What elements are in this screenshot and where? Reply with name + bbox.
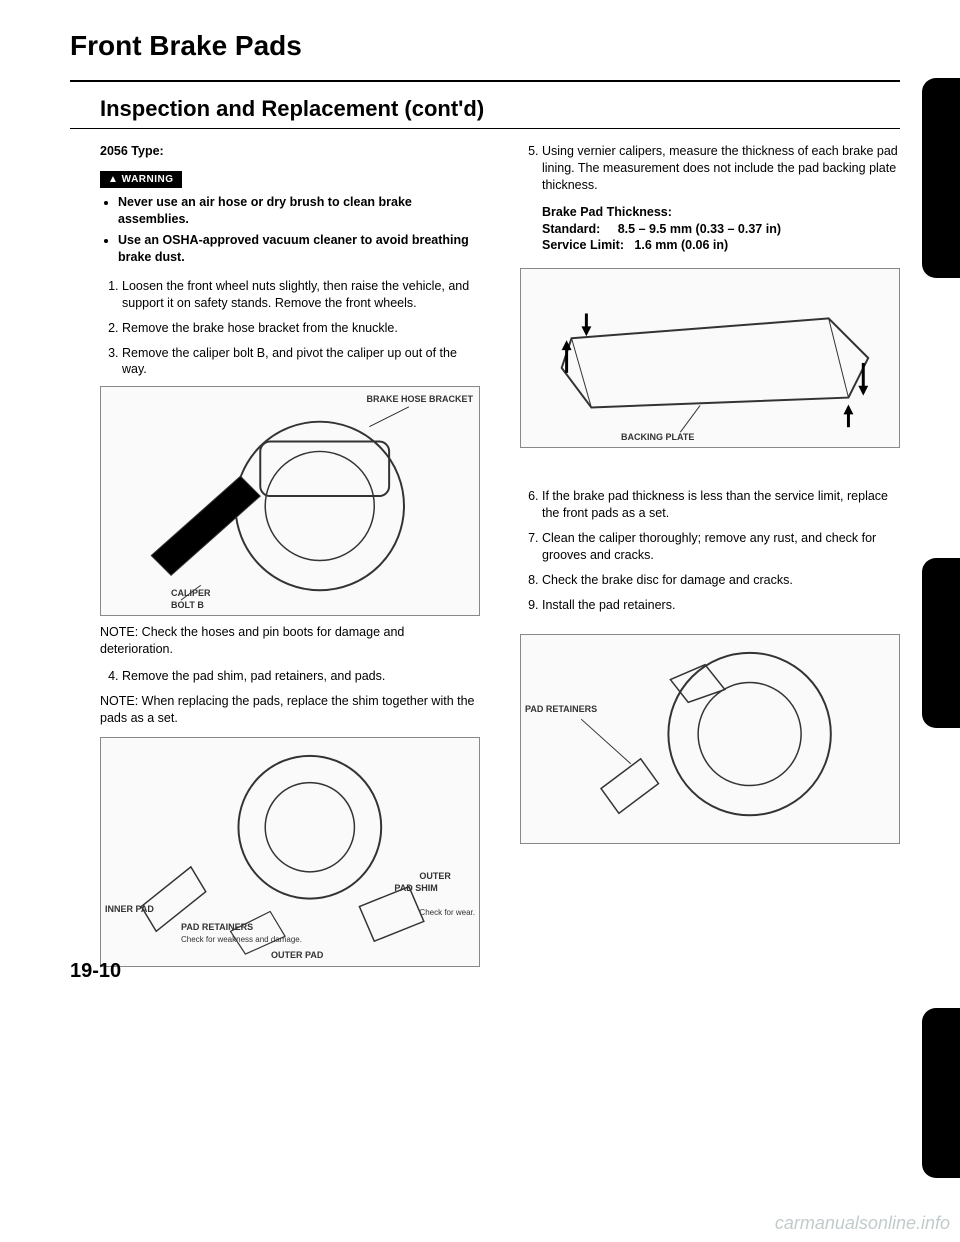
procedure-list-right-2: If the brake pad thickness is less than … (542, 488, 900, 613)
section-title: Inspection and Replacement (cont'd) (100, 96, 900, 122)
note-shim: NOTE: When replacing the pads, replace t… (100, 693, 480, 727)
procedure-list-right-1: Using vernier calipers, measure the thic… (542, 143, 900, 194)
figure-pads: INNER PAD PAD RETAINERS Check for weakne… (100, 737, 480, 967)
label-text: OUTER PAD SHIM (394, 871, 451, 893)
warning-bullets: Never use an air hose or dry brush to cl… (118, 194, 480, 266)
label-caliper-bolt-b: CALIPER BOLT B (171, 587, 211, 611)
figure-backing-plate: BACKING PLATE (520, 268, 900, 448)
note-hoses: NOTE: Check the hoses and pin boots for … (100, 624, 480, 658)
step-8: Check the brake disc for damage and crac… (542, 572, 900, 589)
procedure-list-left-2: Remove the pad shim, pad retainers, and … (122, 668, 480, 685)
service-label: Service Limit: (542, 238, 624, 252)
step-9: Install the pad retainers. (542, 597, 900, 614)
label-text: PAD RETAINERS (181, 922, 253, 932)
caliper-diagram-icon (101, 387, 479, 615)
rule-sub (70, 128, 900, 129)
side-tab (922, 78, 960, 278)
service-value: 1.6 mm (0.06 in) (634, 238, 728, 252)
standard-value: 8.5 – 9.5 mm (0.33 – 0.37 in) (618, 222, 781, 236)
warning-badge: ▲ WARNING (100, 171, 182, 189)
step-4: Remove the pad shim, pad retainers, and … (122, 668, 480, 685)
standard-label: Standard: (542, 222, 600, 236)
side-tab (922, 1008, 960, 1178)
procedure-list-left: Loosen the front wheel nuts slightly, th… (122, 278, 480, 378)
side-tabs (922, 0, 960, 1242)
step-7: Clean the caliper thoroughly; remove any… (542, 530, 900, 564)
label-brake-hose-bracket: BRAKE HOSE BRACKET (366, 393, 473, 405)
right-column: Using vernier calipers, measure the thic… (520, 143, 900, 975)
page-number: 19-10 (70, 960, 121, 983)
label-sub: Check for weakness and damage. (181, 935, 302, 944)
step-6: If the brake pad thickness is less than … (542, 488, 900, 522)
step-2: Remove the brake hose bracket from the k… (122, 320, 480, 337)
retainers-diagram-icon (521, 635, 899, 843)
step-1: Loosen the front wheel nuts slightly, th… (122, 278, 480, 312)
label-sub: Check for wear. (419, 908, 475, 917)
figure-retainers: PAD RETAINERS (520, 634, 900, 844)
page-title: Front Brake Pads (70, 30, 900, 62)
rule-top (70, 80, 900, 82)
two-column-layout: 2056 Type: ▲ WARNING Never use an air ho… (70, 143, 900, 975)
label-backing-plate: BACKING PLATE (621, 431, 694, 443)
label-outer-pad-shim: OUTER PAD SHIM Check for wear. (394, 858, 475, 932)
step-5: Using vernier calipers, measure the thic… (542, 143, 900, 194)
thickness-spec: Brake Pad Thickness: Standard: 8.5 – 9.5… (542, 204, 900, 255)
figure-caliper: BRAKE HOSE BRACKET CALIPER BOLT B (100, 386, 480, 616)
bullet-item: Use an OSHA-approved vacuum cleaner to a… (118, 232, 480, 266)
type-label: 2056 Type: (100, 143, 480, 160)
side-tab (922, 558, 960, 728)
backing-plate-diagram-icon (521, 269, 899, 447)
bullet-item: Never use an air hose or dry brush to cl… (118, 194, 480, 228)
label-inner-pad: INNER PAD (105, 903, 154, 915)
step-3: Remove the caliper bolt B, and pivot the… (122, 345, 480, 379)
thickness-heading: Brake Pad Thickness: (542, 205, 672, 219)
label-outer-pad: OUTER PAD (271, 949, 323, 961)
label-pad-retainers: PAD RETAINERS Check for weakness and dam… (181, 921, 302, 946)
left-column: 2056 Type: ▲ WARNING Never use an air ho… (100, 143, 480, 975)
manual-page: Front Brake Pads Inspection and Replacem… (0, 0, 960, 995)
label-pad-retainers-2: PAD RETAINERS (525, 703, 597, 715)
